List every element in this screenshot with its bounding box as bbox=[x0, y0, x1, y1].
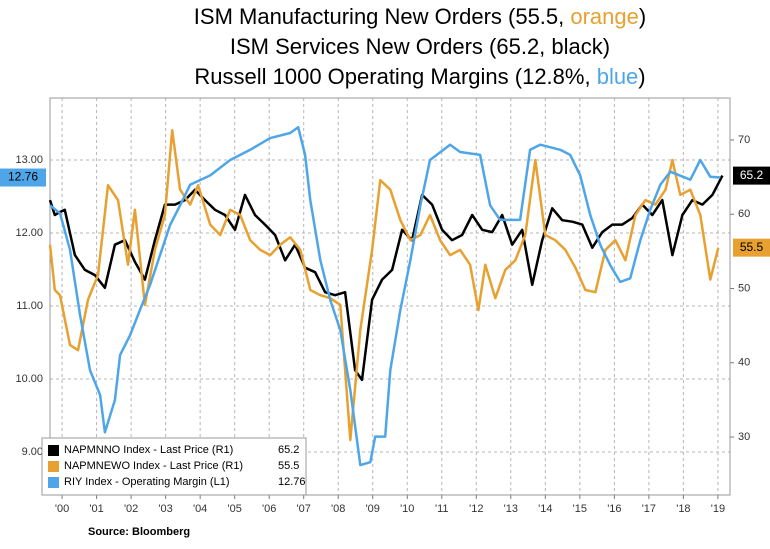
grid bbox=[50, 98, 734, 499]
x-tick-label: '16 bbox=[607, 503, 621, 515]
x-tick-label: '01 bbox=[89, 503, 103, 515]
x-tick-label: '09 bbox=[366, 503, 380, 515]
legend-box bbox=[41, 437, 307, 496]
legend-swatch bbox=[48, 461, 59, 472]
series-line bbox=[49, 125, 721, 467]
last-value-badge bbox=[733, 238, 770, 257]
x-tick-label: '07 bbox=[297, 503, 311, 515]
legend-swatch bbox=[48, 445, 59, 456]
x-tick-label: '12 bbox=[469, 503, 483, 515]
x-tick-label: '08 bbox=[331, 503, 345, 515]
x-tick-label: '18 bbox=[676, 503, 690, 515]
y-tick-label: 10.00 bbox=[15, 373, 43, 385]
x-tick-label: '11 bbox=[435, 503, 449, 515]
last-value-label: 55.5 bbox=[740, 240, 764, 254]
title-part: orange bbox=[570, 4, 639, 29]
last-value-label: 12.76 bbox=[8, 170, 38, 184]
labels: '00 '01 '02 '03 '04 '05 '06 '07 '08 '09 '10 '11 '12 '… bbox=[0, 134, 770, 515]
x-tick-label: '17 bbox=[642, 503, 656, 515]
last-value-label: 65.2 bbox=[740, 168, 764, 182]
legend-label: NAPMNEWO Index - Last Price (R1) bbox=[64, 460, 243, 472]
last-value-badge bbox=[733, 166, 770, 185]
x-tick-label: '14 bbox=[538, 503, 552, 515]
y-tick-label: 11.00 bbox=[16, 300, 43, 312]
title-part: ISM Services New Orders (65.2, black) bbox=[230, 34, 610, 59]
x-tick-label: '13 bbox=[504, 503, 518, 515]
title-part: Russell 1000 Operating Margins (12.8%, bbox=[194, 64, 596, 89]
y2-tick-label: 40 bbox=[738, 357, 750, 369]
x-tick-label: '06 bbox=[262, 503, 276, 515]
legend-value: 65.2 bbox=[278, 444, 299, 456]
chart-title: ISM Services New Orders (65.2, black) bbox=[230, 34, 610, 59]
x-tick-label: '04 bbox=[193, 503, 207, 515]
legend-label: RIY Index - Operating Margin (L1) bbox=[64, 476, 229, 488]
y-tick-label: 13.00 bbox=[15, 154, 43, 166]
series-line bbox=[48, 175, 724, 382]
plot-frame bbox=[49, 97, 731, 496]
y2-tick-label: 50 bbox=[738, 282, 750, 294]
x-tick-label: '15 bbox=[573, 503, 587, 515]
y2-tick-label: 70 bbox=[738, 134, 750, 146]
title-part: ) bbox=[638, 64, 645, 89]
legend-value: 12.76 bbox=[278, 476, 306, 488]
legend-swatch bbox=[48, 477, 59, 488]
x-tick-label: '10 bbox=[400, 503, 414, 515]
chart-title: Russell 1000 Operating Margins (12.8%, b… bbox=[194, 64, 645, 89]
y2-tick-label: 30 bbox=[738, 431, 750, 443]
x-tick-label: '02 bbox=[124, 503, 138, 515]
legend-value: 55.5 bbox=[278, 460, 299, 472]
x-tick-label: '03 bbox=[158, 503, 172, 515]
series-line bbox=[48, 129, 720, 442]
y-tick-label: 12.00 bbox=[15, 227, 43, 239]
legend-label: NAPMNNO Index - Last Price (R1) bbox=[64, 444, 233, 456]
title-part: ISM Manufacturing New Orders (55.5, bbox=[194, 4, 571, 29]
last-value-badge bbox=[0, 168, 46, 187]
x-tick-label: '00 bbox=[55, 503, 69, 515]
title-part: blue bbox=[597, 64, 639, 89]
title-part: ) bbox=[639, 4, 646, 29]
source: Source: Bloomberg bbox=[88, 526, 190, 538]
x-tick-label: '19 bbox=[711, 503, 725, 515]
lines bbox=[48, 125, 724, 467]
y2-tick-label: 60 bbox=[738, 208, 750, 220]
y-tick-label: 9.00 bbox=[22, 446, 43, 458]
x-tick-label: '05 bbox=[227, 503, 241, 515]
chart-title: ISM Manufacturing New Orders (55.5, oran… bbox=[194, 4, 646, 29]
